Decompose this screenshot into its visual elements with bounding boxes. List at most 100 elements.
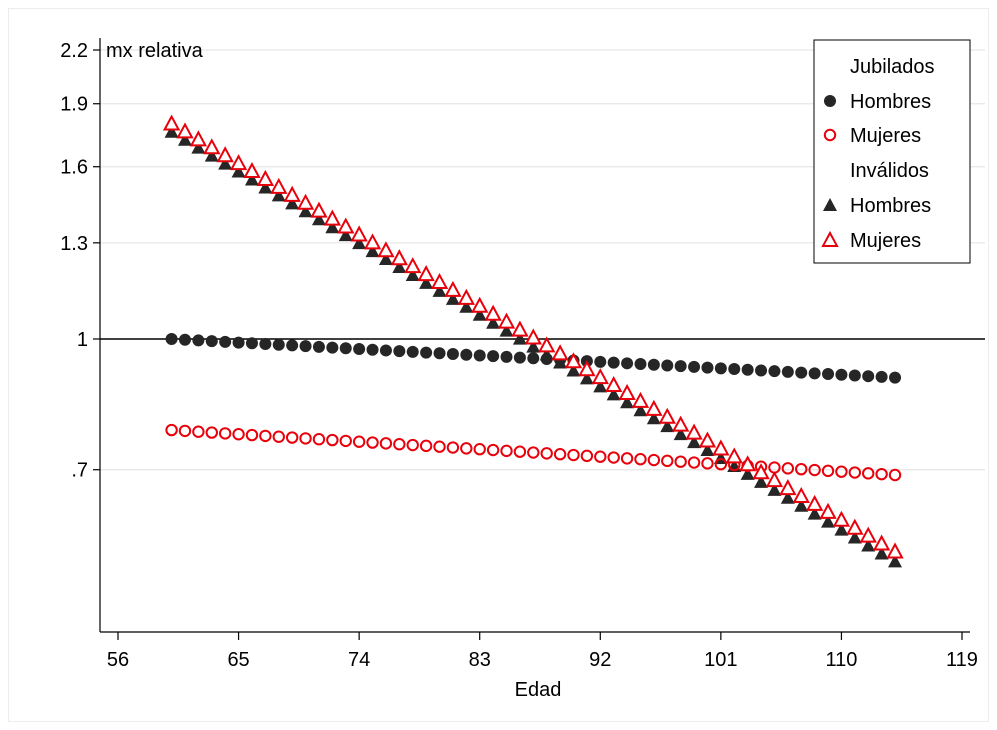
legend-group-title-jubilados: Jubilados bbox=[850, 56, 935, 78]
data-point-jub_m bbox=[701, 457, 714, 470]
data-point-inv_h bbox=[204, 148, 219, 162]
data-point-inv_m bbox=[859, 526, 877, 543]
data-point-inv_m bbox=[497, 312, 516, 329]
data-point-jub_m bbox=[848, 466, 862, 479]
x-tick-label: 56 bbox=[107, 649, 129, 671]
legend-label-inv-m: Mujeres bbox=[850, 230, 921, 252]
data-point-inv_h bbox=[311, 212, 326, 226]
data-point-jub_h bbox=[406, 345, 419, 358]
data-point-jub_h bbox=[714, 362, 727, 375]
data-point-jub_h bbox=[286, 339, 299, 352]
data-point-jub_h bbox=[607, 356, 620, 369]
data-point-jub_h bbox=[822, 368, 835, 381]
data-point-inv_h bbox=[673, 427, 688, 441]
data-point-inv_m bbox=[216, 146, 234, 163]
data-point-inv_h bbox=[325, 220, 340, 234]
y-tick-label: 1 bbox=[77, 329, 88, 351]
data-point-jub_m bbox=[272, 430, 285, 443]
data-point-inv_m bbox=[645, 399, 663, 416]
data-point-inv_m bbox=[203, 138, 221, 155]
series-jub_h bbox=[165, 333, 902, 384]
data-point-jub_m bbox=[486, 443, 500, 457]
legend-group-title-invalidos: Inválidos bbox=[850, 160, 929, 182]
data-point-jub_m bbox=[594, 450, 607, 463]
data-point-inv_m bbox=[457, 288, 475, 305]
data-point-jub_h bbox=[741, 363, 754, 376]
data-point-inv_m bbox=[323, 209, 342, 226]
data-point-jub_h bbox=[420, 346, 433, 359]
data-point-jub_h bbox=[312, 340, 325, 353]
data-point-inv_h bbox=[566, 363, 581, 377]
data-point-jub_h bbox=[634, 358, 647, 371]
data-point-jub_h bbox=[674, 360, 687, 373]
data-point-jub_m bbox=[835, 465, 848, 478]
x-axis-title: Edad bbox=[515, 679, 562, 701]
data-point-inv_m bbox=[578, 360, 596, 377]
data-point-jub_h bbox=[326, 341, 339, 354]
x-tick-label: 101 bbox=[704, 649, 737, 671]
data-point-inv_h bbox=[861, 538, 876, 552]
data-point-inv_h bbox=[633, 403, 648, 417]
data-point-jub_h bbox=[781, 365, 794, 378]
data-point-inv_m bbox=[430, 272, 449, 290]
data-point-jub_h bbox=[192, 334, 205, 347]
data-point-jub_m bbox=[795, 462, 808, 476]
data-point-inv_h bbox=[512, 331, 527, 345]
data-point-jub_m bbox=[687, 456, 701, 469]
data-points bbox=[162, 114, 904, 568]
data-point-inv_h bbox=[687, 435, 702, 449]
data-point-jub_h bbox=[808, 367, 821, 380]
data-point-inv_h bbox=[740, 466, 755, 480]
data-point-inv_h bbox=[593, 379, 608, 393]
data-point-inv_h bbox=[754, 474, 769, 488]
data-point-inv_h bbox=[847, 530, 862, 544]
data-point-jub_m bbox=[553, 448, 567, 461]
data-point-jub_m bbox=[500, 444, 513, 458]
data-point-inv_m bbox=[377, 241, 395, 258]
data-point-jub_h bbox=[728, 363, 741, 376]
data-point-inv_m bbox=[296, 193, 315, 210]
data-point-inv_m bbox=[471, 296, 489, 313]
legend-marker-jub_h bbox=[824, 95, 836, 107]
y-tick-label: 1.6 bbox=[60, 157, 88, 179]
data-point-jub_h bbox=[889, 371, 902, 384]
data-point-jub_h bbox=[219, 335, 232, 348]
data-point-jub_h bbox=[245, 337, 258, 350]
data-point-inv_h bbox=[285, 196, 300, 210]
data-point-jub_h bbox=[875, 370, 888, 383]
data-point-inv_h bbox=[579, 371, 594, 385]
data-point-jub_m bbox=[326, 433, 339, 447]
data-point-jub_m bbox=[406, 438, 419, 452]
data-point-inv_m bbox=[698, 431, 717, 448]
data-point-inv_h bbox=[606, 387, 621, 401]
data-point-inv_m bbox=[886, 542, 904, 559]
data-point-inv_h bbox=[620, 395, 635, 409]
y-tick-label: .7 bbox=[71, 460, 88, 482]
x-tick-label: 83 bbox=[469, 649, 491, 671]
data-point-jub_m bbox=[205, 426, 218, 439]
legend-marker-jub-h bbox=[824, 95, 836, 107]
data-point-jub_h bbox=[379, 344, 392, 357]
data-point-inv_m bbox=[765, 471, 784, 488]
data-point-jub_m bbox=[674, 455, 687, 468]
data-point-jub_h bbox=[647, 358, 660, 371]
data-point-inv_h bbox=[405, 268, 420, 281]
data-point-inv_m bbox=[229, 154, 248, 171]
data-point-inv_h bbox=[874, 546, 889, 560]
data-point-jub_h bbox=[366, 343, 379, 356]
data-point-inv_h bbox=[338, 228, 353, 242]
data-point-jub_h bbox=[862, 370, 875, 383]
data-point-jub_m bbox=[352, 435, 366, 448]
x-tick-label: 119 bbox=[946, 649, 978, 671]
data-point-jub_h bbox=[500, 350, 513, 363]
data-point-inv_m bbox=[283, 185, 301, 202]
data-point-inv_h bbox=[392, 260, 407, 274]
data-point-jub_m bbox=[821, 464, 835, 478]
data-point-inv_m bbox=[189, 130, 208, 147]
data-point-jub_h bbox=[473, 349, 486, 362]
data-point-jub_m bbox=[875, 467, 888, 481]
outer-border bbox=[8, 8, 989, 722]
data-point-jub_m bbox=[339, 434, 352, 448]
data-point-inv_m bbox=[738, 455, 757, 472]
data-point-inv_h bbox=[419, 275, 434, 289]
